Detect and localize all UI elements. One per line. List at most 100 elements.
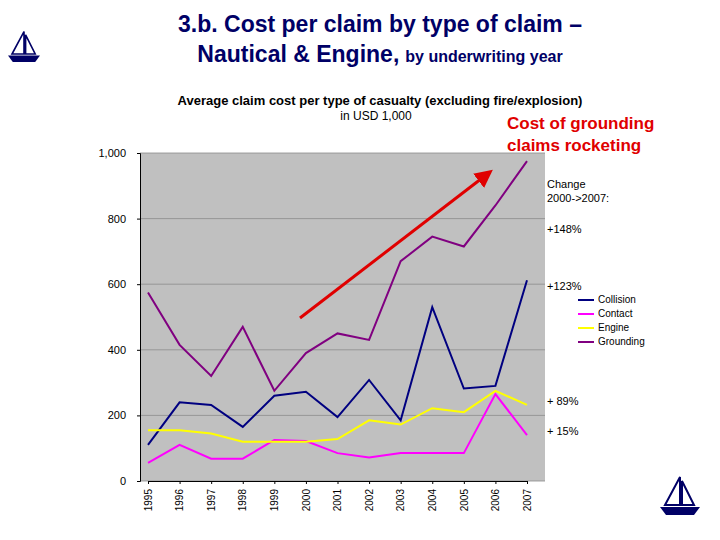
y-tick-mark [137, 153, 140, 154]
logo-sail [12, 32, 35, 54]
y-tick: 400 [108, 344, 140, 356]
series-line [148, 391, 527, 442]
x-tick: 2000 [301, 481, 312, 511]
slide-title-line: Nautical & Engine, [197, 41, 399, 67]
legend-entry: Contact [578, 308, 633, 319]
x-tick-label: 2007 [522, 489, 533, 512]
slide-title-line: by underwriting year [405, 48, 562, 65]
x-tick-label: 2002 [364, 489, 375, 512]
y-tick-label: 0 [120, 475, 126, 487]
x-tick: 2003 [395, 481, 406, 511]
x-tick-mark [211, 481, 212, 484]
x-tick: 2004 [427, 481, 438, 511]
logo-hull [8, 56, 40, 62]
x-tick: 1999 [269, 481, 280, 511]
annotation: 2000->2007: [547, 192, 609, 204]
x-tick-mark [306, 481, 307, 484]
legend-swatch [578, 299, 594, 301]
y-tick-label: 1,000 [98, 147, 126, 159]
y-tick-mark [137, 350, 140, 351]
x-tick-label: 1996 [174, 489, 185, 512]
logo-hull [660, 507, 700, 515]
x-tick-label: 2003 [395, 489, 406, 512]
x-tick-mark [148, 481, 149, 484]
y-axis-line [137, 154, 141, 482]
y-tick-mark [137, 481, 140, 482]
x-tick-mark [464, 481, 465, 484]
annotation: Cost of grounding [507, 114, 654, 133]
x-tick-mark [527, 481, 528, 484]
x-tick-mark [432, 481, 433, 484]
y-tick-mark [137, 219, 140, 220]
y-tick: 1,000 [98, 147, 140, 159]
annotation: claims rocketing [507, 136, 641, 155]
x-tick: 2002 [364, 481, 375, 511]
x-tick: 1996 [174, 481, 185, 511]
annotation: + 15% [547, 425, 579, 437]
y-tick-label: 400 [108, 344, 126, 356]
legend-entry: Engine [578, 322, 630, 333]
series-line [148, 394, 527, 463]
y-tick: 800 [108, 213, 140, 225]
x-tick-mark [243, 481, 244, 484]
legend-swatch [578, 341, 594, 343]
x-tick: 1995 [143, 481, 154, 511]
x-tick-mark [401, 481, 402, 484]
x-tick-label: 2001 [332, 489, 343, 512]
x-tick: 2001 [332, 481, 343, 511]
x-tick-mark [495, 481, 496, 484]
logo-sail [665, 477, 694, 505]
chart-subtitle: in USD 1,000 [340, 109, 412, 123]
trend-arrow [300, 172, 490, 318]
y-tick-label: 200 [108, 409, 126, 421]
y-tick: 0 [120, 475, 140, 487]
x-tick: 1997 [206, 481, 217, 511]
series-line [148, 280, 527, 445]
legend-label: Collision [598, 294, 636, 305]
x-tick-label: 2006 [490, 489, 501, 512]
grid [140, 153, 545, 481]
legend-label: Engine [598, 322, 630, 333]
legend-swatch [578, 327, 594, 329]
x-tick: 2005 [459, 481, 470, 511]
y-tick-mark [137, 284, 140, 285]
slide: 3.b. Cost per claim by type of claim – Na… [0, 0, 720, 540]
y-tick-label: 800 [108, 213, 126, 225]
legend-entry: Grounding [578, 336, 645, 347]
annotation: Change [547, 178, 586, 190]
legend-label: Contact [598, 308, 633, 319]
x-tick-label: 1999 [269, 489, 280, 512]
series-group [148, 161, 527, 463]
legend-swatch [578, 313, 594, 315]
gridline [140, 153, 545, 154]
y-tick: 600 [108, 278, 140, 290]
annotation: +148% [547, 223, 582, 235]
annotation: + 89% [547, 395, 579, 407]
y-axis: 0 200 400 600 800 1,000 [98, 147, 140, 487]
x-tick-mark [274, 481, 275, 484]
y-tick: 200 [108, 409, 140, 421]
x-tick-label: 2004 [427, 489, 438, 512]
legend-entry: Collision [578, 294, 636, 305]
x-tick: 2007 [522, 481, 533, 511]
x-tick-mark [180, 481, 181, 484]
x-axis-line [149, 482, 528, 485]
logo [660, 477, 700, 515]
legend: Collision Contact Engine Grounding [578, 294, 645, 347]
x-axis: 1995 1996 1997 1998 1999 2000 2001 2002 2003 2004… [143, 481, 533, 511]
x-tick: 1998 [237, 481, 248, 511]
x-tick: 2006 [490, 481, 501, 511]
slide-title: Nautical & Engine, by underwriting year [197, 41, 562, 67]
x-tick-label: 1998 [237, 489, 248, 512]
x-tick-label: 1995 [143, 489, 154, 512]
y-tick-mark [137, 415, 140, 416]
plot-background [140, 153, 545, 481]
x-tick-label: 1997 [206, 489, 217, 512]
legend-label: Grounding [598, 336, 645, 347]
slide-title-line: 3.b. Cost per claim by type of claim – [178, 11, 582, 37]
x-tick-mark [369, 481, 370, 484]
annotation: +123% [547, 280, 582, 292]
x-tick-label: 2000 [301, 489, 312, 512]
gridline [140, 349, 545, 350]
slide-title: 3.b. Cost per claim by type of claim – [178, 11, 582, 37]
